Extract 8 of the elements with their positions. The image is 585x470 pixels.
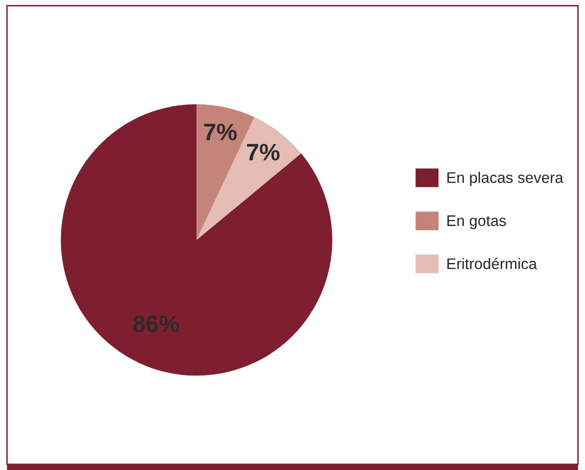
data-label: 86% — [133, 316, 180, 332]
data-label: 7% — [247, 144, 280, 160]
legend-label: Eritrodérmica — [447, 258, 538, 270]
data-label: 7% — [204, 124, 237, 140]
pie-slice — [60, 104, 332, 376]
legend-label: En placas severa — [447, 172, 564, 186]
legend-label: En gotas — [447, 215, 506, 230]
pie-slice — [196, 117, 302, 240]
